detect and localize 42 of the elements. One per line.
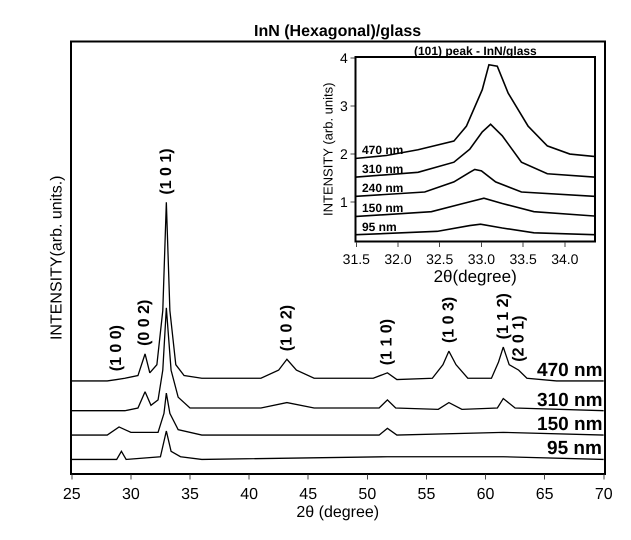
- x-tick-label: 60: [476, 486, 495, 503]
- annotation: (1 0 1): [158, 148, 176, 195]
- x-tick-label: 55: [418, 486, 436, 503]
- x-tick-label: 34.0: [551, 251, 579, 268]
- x-tick-label: 30: [122, 486, 140, 503]
- annotation: (1 0 2): [278, 304, 296, 352]
- y-axis-title: INTENSITY (arb. units): [320, 82, 336, 216]
- series-label: 240 nm: [362, 181, 404, 195]
- series-label: 150 nm: [537, 414, 602, 435]
- x-axis-title: 2θ (degree): [296, 504, 380, 522]
- y-tick-label: 4: [340, 50, 348, 66]
- series-label: 310 nm: [362, 162, 404, 176]
- x-tick-label: 40: [240, 486, 258, 503]
- x-tick-label: 35: [181, 486, 199, 503]
- x-tick-label: 45: [299, 486, 318, 503]
- y-tick-label: 2: [340, 146, 348, 162]
- x-tick-label: 65: [536, 486, 554, 503]
- chart-title: InN (Hexagonal)/glass: [254, 23, 422, 40]
- x-tick-label: 33.0: [468, 251, 496, 268]
- annotation: (1 0 3): [440, 296, 458, 344]
- annotation: (0 0 2): [136, 300, 154, 346]
- x-tick-label: 32.5: [426, 251, 454, 268]
- y-tick-label: 1: [340, 194, 348, 210]
- series-label: 470 nm: [537, 360, 602, 381]
- annotation: (1 1 2): [495, 293, 512, 340]
- x-tick-label: 50: [358, 486, 376, 503]
- x-tick-label: 70: [594, 486, 613, 503]
- series-label: 95 nm: [547, 438, 602, 459]
- x-tick-label: 33.5: [510, 251, 537, 268]
- series-label: 310 nm: [537, 390, 602, 411]
- series-label: 95 nm: [362, 220, 397, 234]
- annotation: (1 0 0): [108, 325, 126, 372]
- x-tick-label: 32.0: [384, 251, 412, 268]
- x-tick-label: 25: [62, 486, 81, 503]
- annotation: (1 1 0): [378, 318, 396, 366]
- chart-title: (101) peak - InN/glass: [414, 44, 538, 58]
- y-axis-title: INTENSITY(arb. units.): [48, 176, 66, 340]
- y-tick-label: 3: [340, 98, 348, 114]
- x-tick-label: 31.5: [342, 251, 370, 268]
- series-label: 150 nm: [362, 201, 404, 215]
- annotation: (2 0 1): [510, 316, 528, 362]
- x-axis-title: 2θ(degree): [434, 267, 517, 286]
